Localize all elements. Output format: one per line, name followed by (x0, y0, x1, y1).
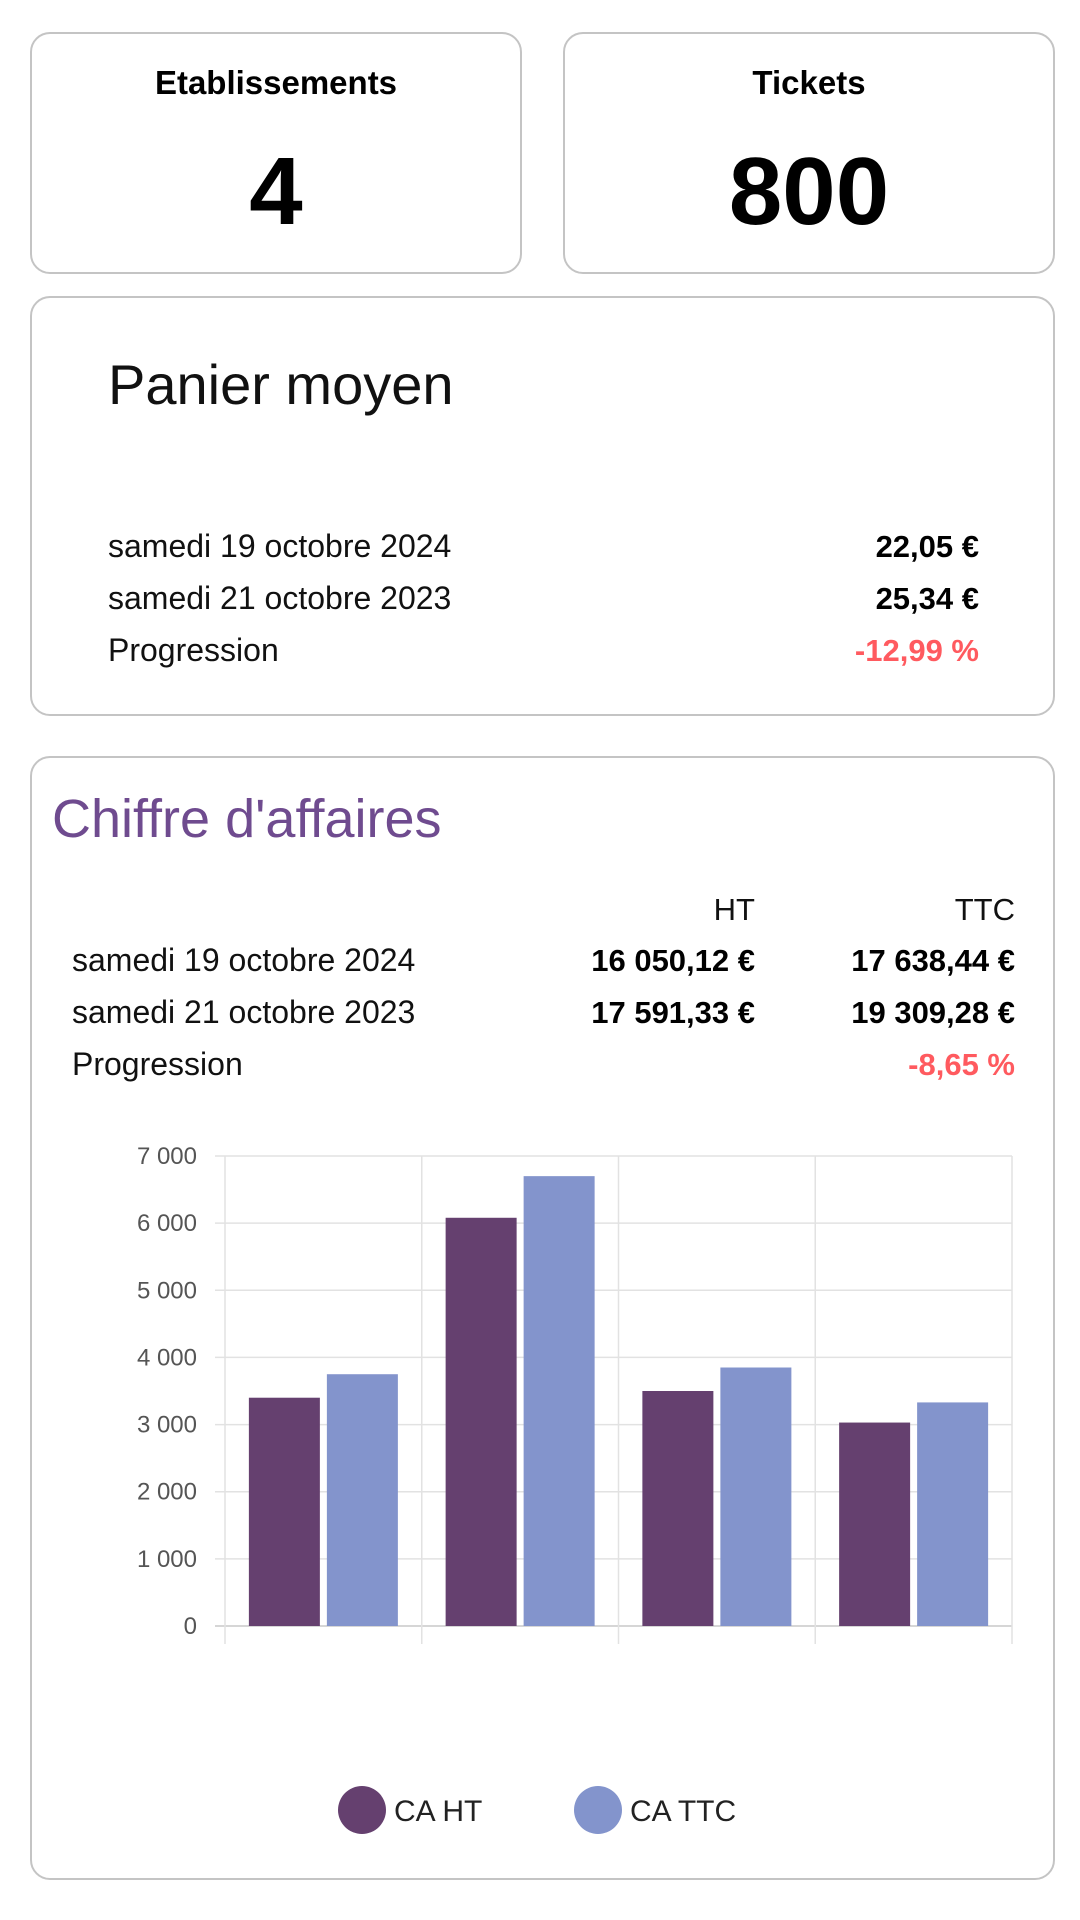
ca-row-ht-value: 16 050,12 € (591, 943, 755, 978)
panier-row-value: 25,34 € (875, 581, 979, 616)
ca-row-ttc-value: 17 638,44 € (851, 943, 1015, 978)
ca-row-ttc-value: 19 309,28 € (851, 995, 1015, 1030)
legend-swatch-ca-ht (338, 1786, 386, 1834)
tickets-card: Tickets 800 (563, 32, 1055, 274)
column-header-ht: HT (713, 892, 755, 927)
panier-progression-label: Progression (108, 632, 279, 668)
bar-ca-ht (248, 1397, 320, 1626)
chiffre-affaires-card: Chiffre d'affaires HT TTC samedi 19 octo… (30, 756, 1055, 1880)
ca-row-ht-value: 17 591,33 € (591, 995, 755, 1030)
panier-progression-value: -12,99 % (854, 633, 979, 668)
revenue-bar-chart: 0 1 000 2 000 3 000 4 000 5 000 6 000 7 000 CA H… (137, 1143, 1013, 1834)
y-tick-label: 3 000 (137, 1412, 197, 1439)
chiffre-affaires-title: Chiffre d'affaires (52, 789, 442, 849)
y-tick-label: 5 000 (137, 1277, 197, 1304)
column-header-ttc: TTC (954, 892, 1015, 927)
y-tick-label: 6 000 (137, 1210, 197, 1237)
bar-ca-ttc (917, 1402, 989, 1626)
legend-label-ca-ttc: CA TTC (630, 1795, 736, 1828)
panier-row-label: samedi 21 octobre 2023 (108, 580, 452, 616)
tickets-label: Tickets (752, 64, 866, 101)
ca-progression-value: -8,65 % (908, 1047, 1015, 1082)
panier-row-value: 22,05 € (875, 529, 979, 564)
legend-label-ca-ht: CA HT (394, 1795, 482, 1828)
bar-ca-ttc (326, 1374, 398, 1626)
etablissements-value: 4 (249, 138, 303, 245)
bar-ca-ttc (720, 1367, 792, 1626)
bar-ca-ttc (523, 1176, 595, 1626)
ca-row-label: samedi 19 octobre 2024 (72, 942, 416, 978)
y-tick-label: 2 000 (137, 1479, 197, 1506)
etablissements-card: Etablissements 4 (30, 32, 522, 274)
y-tick-label: 4 000 (137, 1344, 197, 1371)
panier-moyen-card: Panier moyen samedi 19 octobre 2024 22,0… (30, 296, 1055, 716)
panier-moyen-title: Panier moyen (108, 353, 454, 416)
bar-ca-ht (445, 1217, 517, 1626)
bar-ca-ht (839, 1422, 911, 1626)
ca-row-label: samedi 21 octobre 2023 (72, 994, 416, 1030)
etablissements-label: Etablissements (154, 64, 398, 101)
y-tick-label: 1 000 (137, 1546, 197, 1573)
legend-swatch-ca-ttc (574, 1786, 622, 1834)
panier-row-label: samedi 19 octobre 2024 (108, 528, 452, 564)
y-tick-label: 0 (184, 1613, 197, 1640)
tickets-value: 800 (728, 138, 890, 245)
bar-ca-ht (642, 1391, 714, 1626)
ca-progression-label: Progression (72, 1046, 243, 1082)
y-tick-label: 7 000 (137, 1143, 197, 1170)
